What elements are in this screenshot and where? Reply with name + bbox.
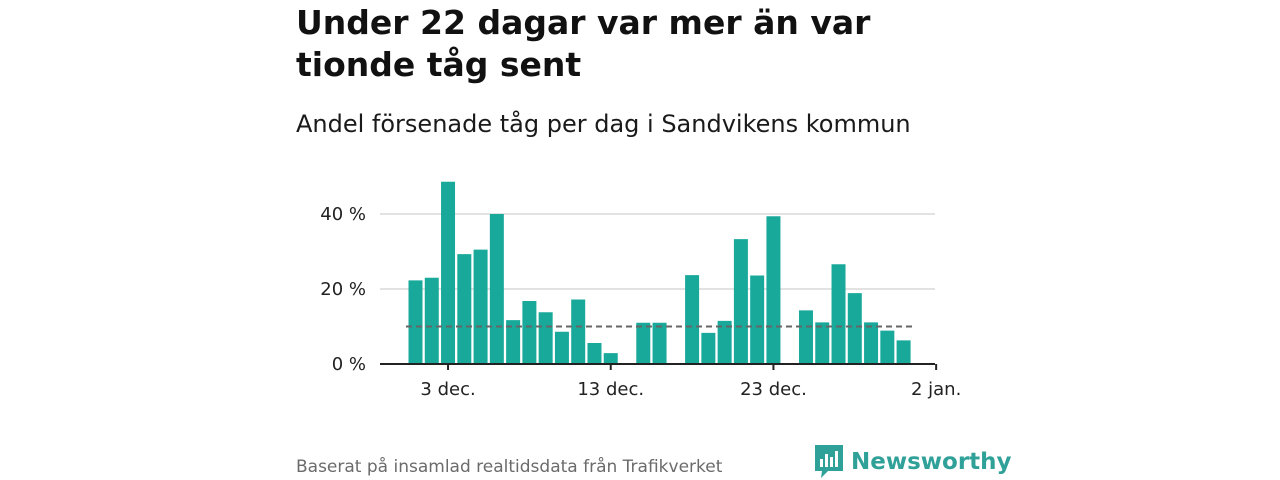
y-tick-label: 40 % — [320, 204, 366, 225]
bar — [896, 340, 911, 364]
bar — [457, 254, 472, 364]
bar — [554, 331, 569, 364]
bar — [815, 322, 830, 364]
bar — [847, 293, 862, 364]
brand-logo: Newsworthy — [815, 445, 1012, 479]
x-tick-label: 2 jan. — [911, 379, 961, 400]
bar — [750, 275, 765, 364]
brand-name: Newsworthy — [851, 449, 1012, 475]
bar — [636, 322, 651, 364]
bar — [701, 332, 716, 364]
bar — [717, 320, 732, 364]
x-tick-label: 23 dec. — [740, 379, 807, 400]
chart-subtitle: Andel försenade tåg per dag i Sandvikens… — [296, 110, 911, 138]
bar — [766, 216, 781, 364]
bar — [424, 277, 439, 364]
bar — [603, 353, 618, 364]
bar — [441, 181, 456, 364]
bar — [571, 299, 586, 364]
bar — [880, 330, 895, 364]
bar — [798, 310, 813, 364]
bar — [408, 280, 423, 364]
bar — [652, 322, 667, 364]
bar — [522, 301, 537, 364]
bar — [506, 320, 521, 364]
y-tick-label: 0 % — [332, 354, 366, 375]
chart-title: Under 22 dagar var mer än var tionde tåg… — [296, 3, 871, 84]
x-tick-label: 3 dec. — [420, 379, 475, 400]
bar — [831, 264, 846, 364]
bar-chart: 0 % 20 % 40 % 3 dec. 13 dec. 23 dec. 2 jan. — [320, 181, 961, 400]
bar — [733, 239, 748, 364]
bar — [587, 343, 602, 364]
source-note: Baserat på insamlad realtidsdata från Tr… — [296, 457, 723, 477]
bar — [489, 214, 504, 364]
bar — [685, 275, 700, 364]
x-tick-label: 13 dec. — [577, 379, 644, 400]
bar — [473, 249, 488, 364]
bar — [864, 322, 879, 364]
bar — [538, 312, 553, 364]
bar-chart-speech-bubble-icon — [815, 445, 843, 478]
y-tick-label: 20 % — [320, 279, 366, 300]
